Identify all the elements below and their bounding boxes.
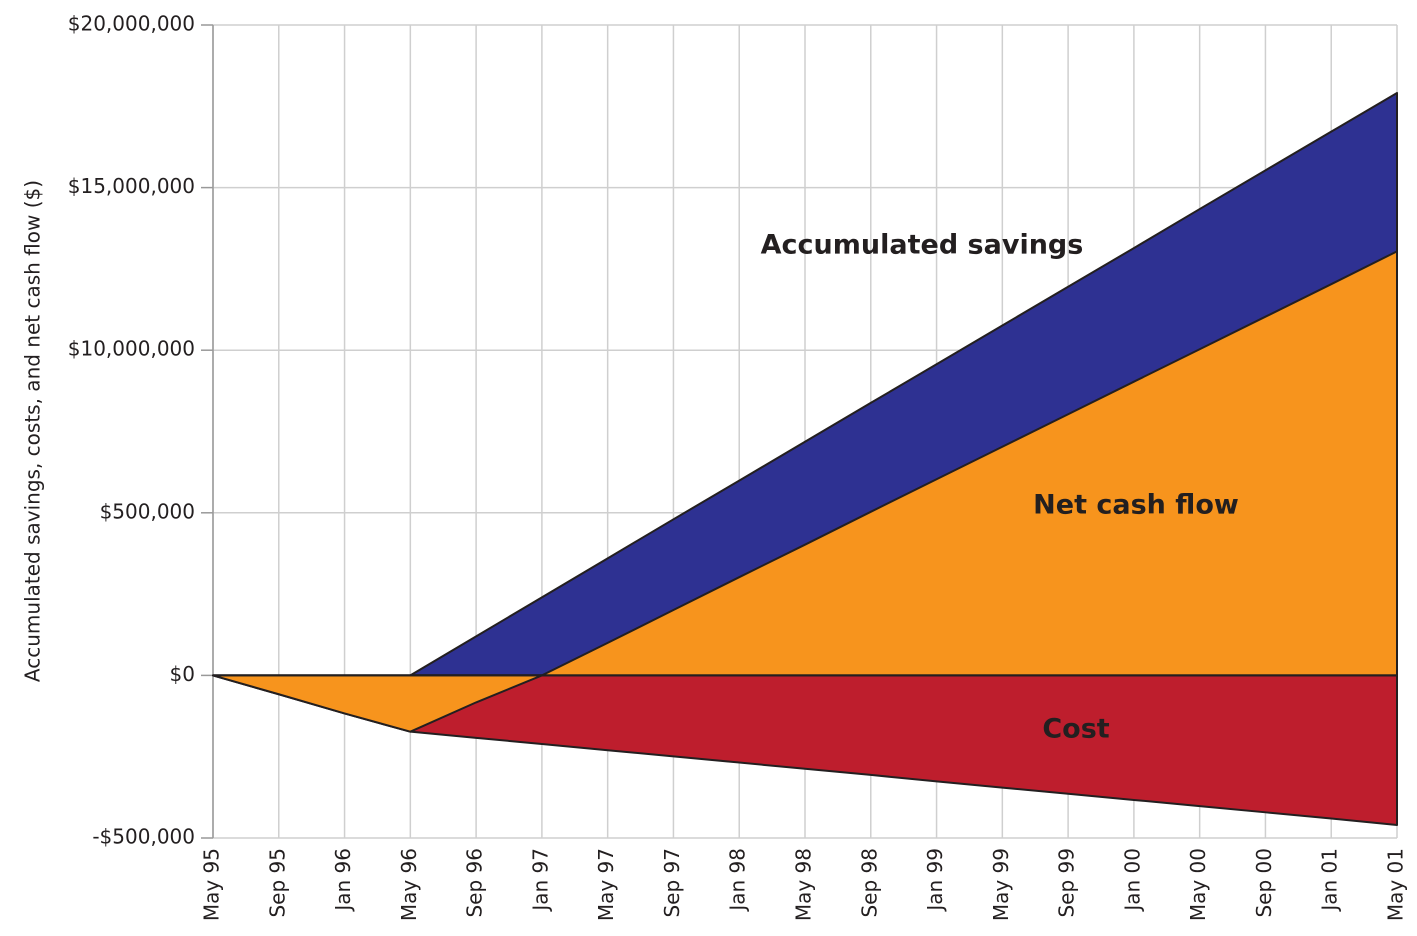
area bbox=[212, 250, 1398, 733]
x-tick-label: Sep 95 bbox=[265, 848, 289, 918]
y-tick-label: -$500,000 bbox=[92, 825, 195, 849]
x-tick-label: May 97 bbox=[594, 848, 618, 921]
annotation: Accumulated savings bbox=[761, 230, 1084, 261]
x-tick-label: May 00 bbox=[1186, 848, 1210, 921]
x-tick-label: Sep 96 bbox=[463, 848, 487, 918]
y-tick-label: $0 bbox=[170, 662, 195, 686]
x-tick-label: May 98 bbox=[792, 848, 816, 921]
x-tick-label: Jan 98 bbox=[726, 848, 750, 913]
x-tick-label: May 96 bbox=[397, 848, 421, 921]
x-tick-label: Jan 00 bbox=[1120, 848, 1144, 913]
x-tick-label: May 99 bbox=[989, 848, 1013, 921]
y-tick-label: $20,000,000 bbox=[68, 12, 195, 36]
x-tick-label: Sep 97 bbox=[660, 848, 684, 918]
y-tick-label: $15,000,000 bbox=[68, 174, 195, 198]
area bbox=[212, 674, 1398, 826]
x-tick-label: May 01 bbox=[1384, 848, 1408, 921]
x-tick-label: Sep 00 bbox=[1252, 848, 1276, 918]
y-axis-label: Accumulated savings, costs, and net cash… bbox=[21, 180, 45, 682]
x-tick-label: Jan 97 bbox=[528, 848, 552, 913]
x-tick-label: Jan 96 bbox=[331, 848, 355, 913]
y-tick-label: $500,000 bbox=[100, 499, 195, 523]
y-tick-label: $10,000,000 bbox=[68, 337, 195, 361]
annotation: Net cash flow bbox=[1033, 490, 1239, 521]
x-tick-label: Jan 01 bbox=[1318, 848, 1342, 913]
x-tick-label: Sep 99 bbox=[1055, 848, 1079, 918]
x-tick-label: Jan 99 bbox=[923, 848, 947, 913]
x-tick-label: May 95 bbox=[200, 848, 224, 921]
x-tick-label: Sep 98 bbox=[857, 848, 881, 918]
annotation: Cost bbox=[1042, 714, 1109, 745]
